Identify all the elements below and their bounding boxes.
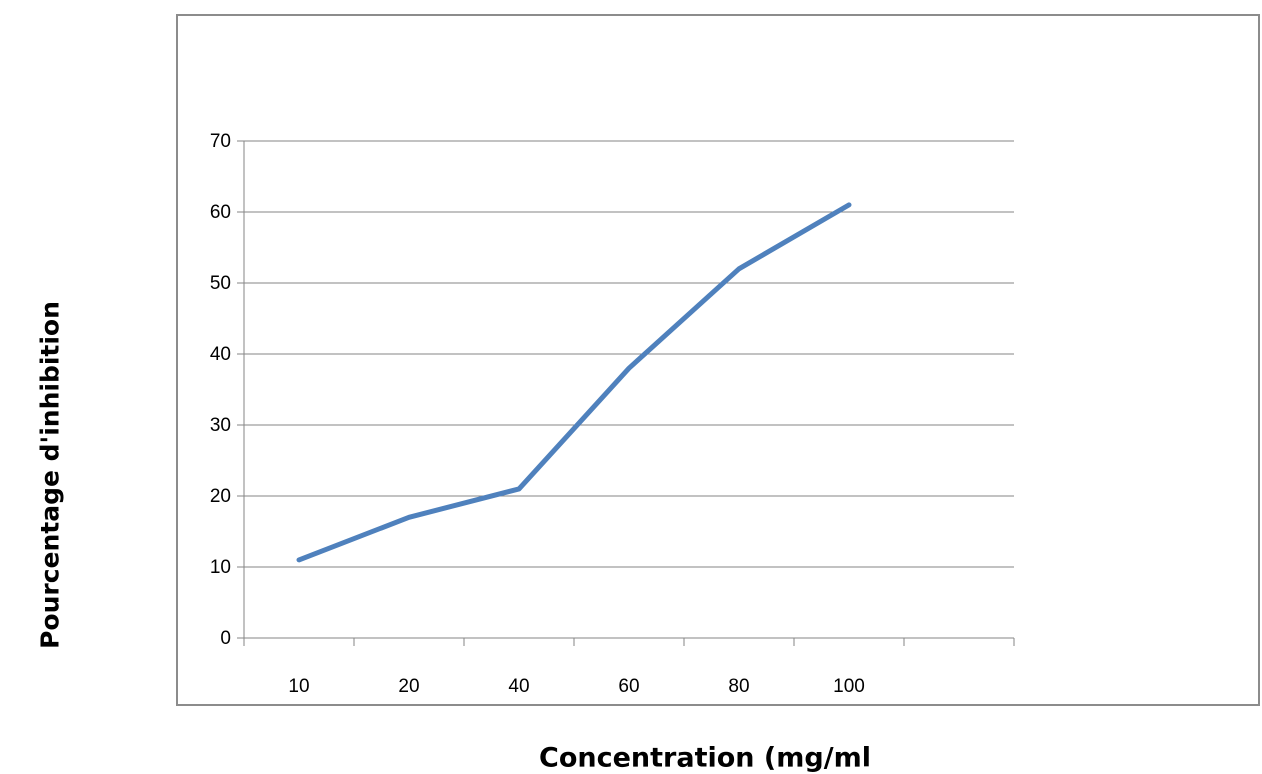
axes	[237, 140, 1015, 646]
y-tick-label: 20	[210, 486, 231, 507]
y-tick-labels: 0 10 20 30 40 50 60 70	[210, 131, 231, 649]
x-tick-labels: 10 20 40 60 80 100	[288, 676, 864, 697]
y-tick-label: 60	[210, 202, 231, 223]
x-tick-label: 100	[833, 676, 865, 697]
y-tick-label: 30	[210, 415, 231, 436]
y-tick-label: 0	[220, 628, 231, 649]
series-layer	[296, 202, 852, 563]
grid-lines	[244, 140, 1014, 568]
x-tick-label: 20	[398, 676, 419, 697]
y-tick-label: 50	[210, 273, 231, 294]
y-tick-label: 10	[210, 557, 231, 578]
chart-frame	[176, 14, 1260, 706]
y-tick-label: 40	[210, 344, 231, 365]
y-axis-title: Pourcentage d'inhibition	[35, 301, 65, 649]
x-axis-title: Concentration (mg/ml	[539, 742, 871, 774]
series-line	[296, 202, 852, 563]
x-tick-label: 40	[508, 676, 529, 697]
x-tick-label: 60	[618, 676, 639, 697]
x-tick-label: 80	[728, 676, 749, 697]
x-tick-label: 10	[288, 676, 309, 697]
y-tick-label: 70	[210, 131, 231, 152]
